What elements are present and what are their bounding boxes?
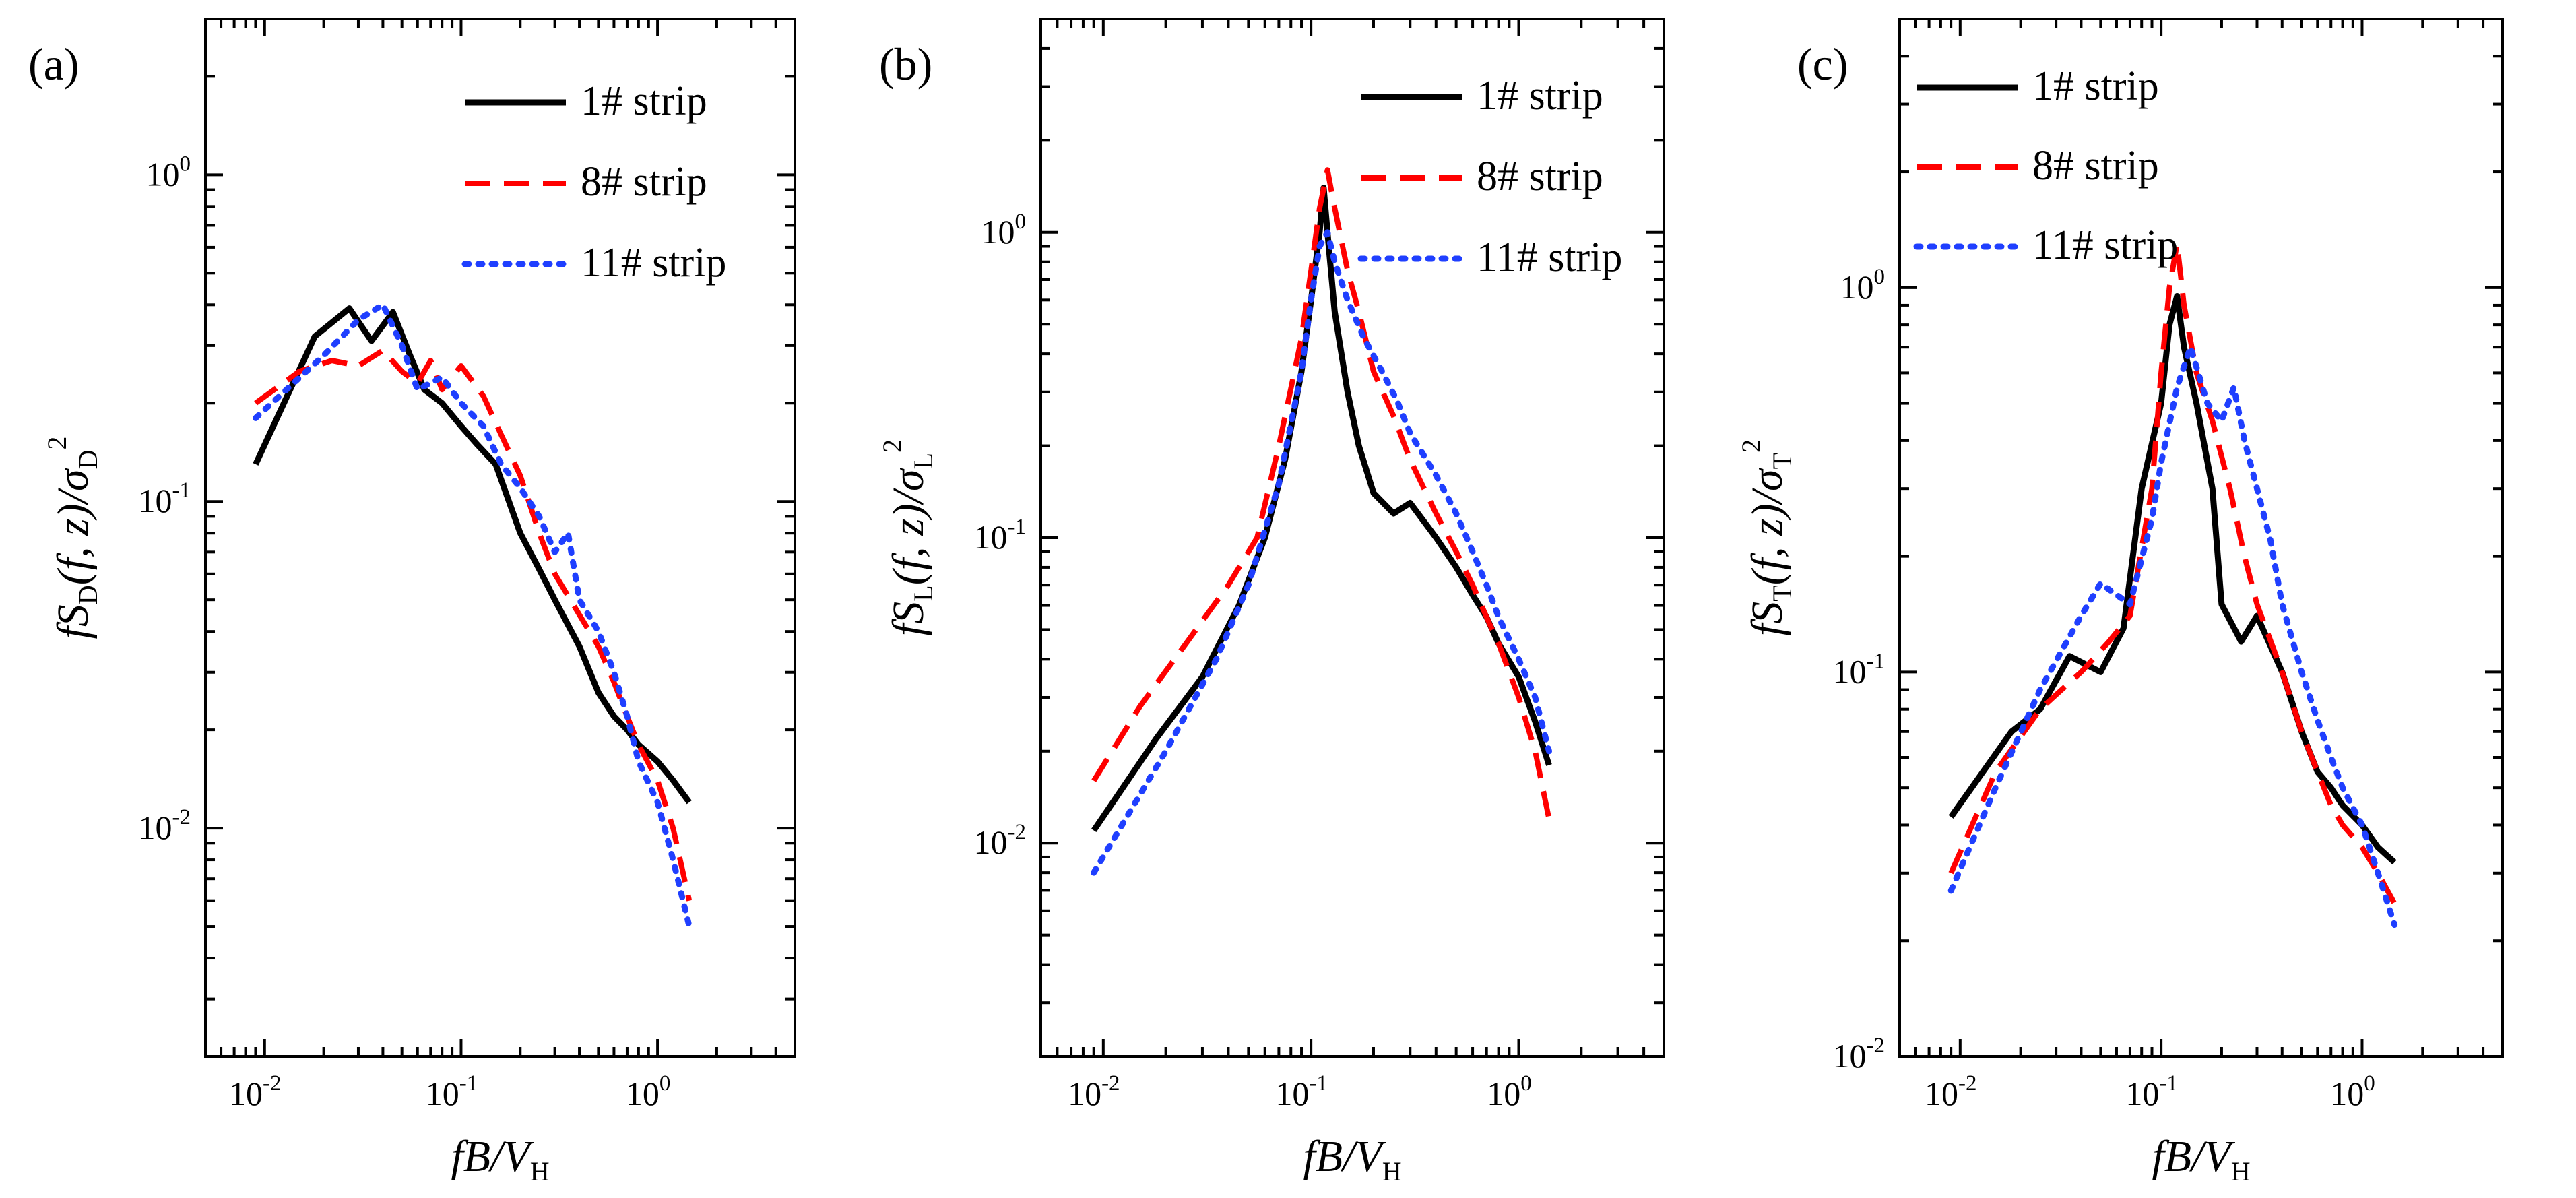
x-tick-label: 100 [1487,1071,1532,1112]
series-line-2 [254,348,693,902]
panel-tag: (a) [28,38,79,90]
legend-label: 8# strip [581,159,707,205]
x-tick-label: 100 [2330,1071,2375,1112]
x-axis-title: fB/VH [2152,1132,2250,1187]
plot-frame [204,18,796,1058]
y-tick-label: 10-2 [974,820,1027,861]
y-tick-label: 10-1 [974,515,1027,556]
x-axis-title: fB/VH [451,1132,549,1187]
series-line-2 [1091,167,1552,820]
x-tick-label: 100 [626,1071,671,1112]
legend-label: 1# strip [2032,63,2159,109]
y-tick-label: 100 [981,210,1027,251]
panel-tag: (b) [879,38,932,90]
panel-tag: (c) [1797,38,1848,90]
x-tick-label: 10-1 [426,1071,478,1112]
y-tick-label: 10-2 [1833,1034,1886,1075]
legend-label: 11# strip [2032,222,2178,268]
y-axis-title: fSD(f, z)/σD2 [42,437,103,639]
series-line-3 [1091,229,1552,876]
x-axis-title: fB/VH [1303,1132,1401,1187]
y-axis-title: fSL(f, z)/σL2 [877,439,938,636]
legend-label: 11# strip [581,240,726,286]
legend-label: 1# strip [1477,73,1603,119]
series-line-1 [1948,293,2397,865]
plot-frame [1039,18,1665,1058]
y-tick-label: 10-2 [139,805,191,846]
legend-label: 8# strip [2032,143,2159,189]
panel-c: 10-2 10-1 100 10-2 10-1 100 (c) 1# strip 8# stri… [1736,18,2504,1187]
x-tick-label: 10-2 [1925,1071,1977,1112]
x-tick-label: 10-2 [1068,1071,1120,1112]
x-tick-label: 10-1 [1275,1071,1328,1112]
series-line-1 [253,305,692,805]
panel-b: 10-2 10-1 100 10-2 10-1 100 (b) 1# strip 8# stri… [877,18,1665,1187]
series-line-1 [1091,185,1552,833]
series-line-3 [1947,344,2398,928]
x-tick-label: 10-2 [229,1071,282,1112]
series-line-2 [1948,241,2397,905]
legend-label: 8# strip [1477,154,1603,199]
y-tick-label: 100 [146,152,191,193]
plot-frame [1898,18,2504,1058]
y-tick-label: 10-1 [139,478,191,519]
legend-label: 11# strip [1477,234,1622,280]
y-tick-label: 10-1 [1833,649,1886,690]
panel-a: 10-2 10-1 100 10-2 10-1 100 (a) 1# strip 8# stri… [28,18,796,1187]
y-tick-label: 100 [1840,265,1886,306]
x-tick-label: 10-1 [2125,1071,2178,1112]
y-axis-title: fST(f, z)/σT2 [1736,439,1797,636]
legend-label: 1# strip [581,78,707,124]
series-line-3 [253,301,693,930]
